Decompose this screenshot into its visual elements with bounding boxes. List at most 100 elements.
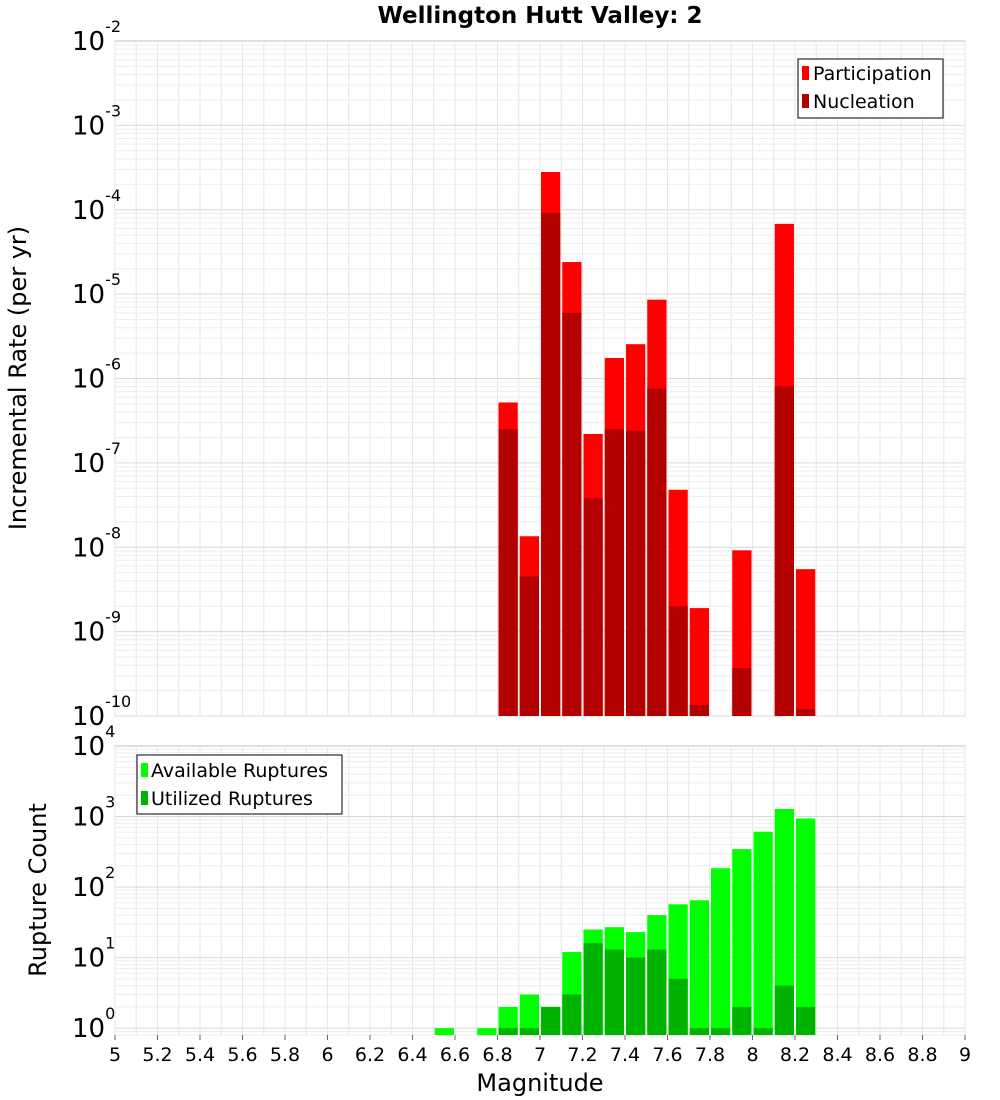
count-bar-utilized-ruptures xyxy=(774,985,794,1035)
magnitude-x-ticks: 5 5.2 5.4 5.6 5.8 6 6.2 6.4 6.6 6.8 7 7.2 7.4 7.6 7.8 8… xyxy=(109,1035,971,1066)
count-bar-available-ruptures xyxy=(498,1006,518,1035)
rate-bar-nucleation xyxy=(732,668,752,716)
rate-bar-participation xyxy=(796,569,816,716)
utilized-legend-label: Utilized Ruptures xyxy=(151,788,313,810)
count-bar-available-ruptures xyxy=(753,831,773,1035)
participation-legend-label: Participation xyxy=(813,63,932,85)
x-tick-label: 9 xyxy=(959,1044,971,1066)
x-tick-label: 5 xyxy=(109,1044,121,1066)
x-tick-label: 6.2 xyxy=(355,1044,385,1066)
rate-bar-nucleation xyxy=(583,498,603,716)
rate-y-tick-label: 10-8 xyxy=(72,523,121,563)
count-legend-box xyxy=(136,754,343,815)
rate-bar-nucleation xyxy=(519,576,539,716)
rate-bar-nucleation xyxy=(541,212,561,716)
rate-y-tick-exponent: -4 xyxy=(105,186,121,205)
x-tick-label: 5.8 xyxy=(270,1044,300,1066)
chart-title: Wellington Hutt Valley: 2 xyxy=(377,3,702,29)
x-tick-label: 6.6 xyxy=(440,1044,470,1066)
rate-y-tick-label: 10-2 xyxy=(72,17,121,57)
x-tick-label: 6.4 xyxy=(397,1044,427,1066)
count-bar-available-ruptures xyxy=(689,900,709,1035)
rate-y-tick-exponent: -6 xyxy=(105,355,121,374)
count-y-tick-label: 102 xyxy=(72,863,115,903)
nucleation-legend-label: Nucleation xyxy=(813,91,915,113)
count-bar-utilized-ruptures xyxy=(647,949,667,1035)
rate-grid xyxy=(114,41,966,717)
rate-y-axis-label: Incremental Rate (per yr) xyxy=(4,226,32,530)
rate-y-tick-exponent: -8 xyxy=(105,523,121,542)
count-y-axis-label: Rupture Count xyxy=(24,803,52,977)
count-bar-utilized-ruptures xyxy=(668,978,688,1035)
count-y-tick-exponent: 3 xyxy=(105,793,115,812)
rate-y-tick-label: 10-7 xyxy=(72,439,121,479)
rate-y-tick-label: 10-3 xyxy=(72,101,121,141)
rate-bars xyxy=(498,172,816,716)
count-bar-utilized-ruptures xyxy=(711,1028,731,1035)
x-tick-label: 7.2 xyxy=(567,1044,597,1066)
count-y-tick-label: 103 xyxy=(72,793,115,833)
rate-y-tick-label: 10-9 xyxy=(72,608,121,648)
count-bar-available-ruptures xyxy=(519,994,539,1035)
count-bar-available-ruptures xyxy=(796,818,816,1035)
count-bars xyxy=(434,808,816,1035)
rate-y-tick-exponent: -3 xyxy=(105,101,121,120)
count-y-tick-exponent: 4 xyxy=(105,722,115,741)
count-bar-utilized-ruptures xyxy=(626,957,646,1035)
participation-legend-swatch xyxy=(802,66,809,80)
available-legend-swatch xyxy=(141,763,148,777)
count-bar-available-ruptures xyxy=(711,868,731,1035)
count-bar-utilized-ruptures xyxy=(519,1028,539,1035)
rate-y-tick-exponent: -7 xyxy=(105,439,121,458)
x-axis-label: Magnitude xyxy=(476,1069,603,1097)
x-tick-label: 8.8 xyxy=(907,1044,937,1066)
x-tick-label: 5.4 xyxy=(185,1044,215,1066)
rate-y-tick-exponent: -10 xyxy=(105,692,131,711)
x-tick-label: 6 xyxy=(321,1044,333,1066)
x-tick-label: 8.2 xyxy=(780,1044,810,1066)
count-legend: Available Ruptures Utilized Ruptures xyxy=(136,754,343,815)
rate-y-tick-label: 10-6 xyxy=(72,355,121,395)
x-tick-label: 8 xyxy=(746,1044,758,1066)
count-bar-utilized-ruptures xyxy=(498,1028,518,1035)
rate-bar-nucleation xyxy=(689,705,709,716)
rate-y-tick-exponent: -5 xyxy=(105,270,121,289)
rate-legend-box xyxy=(797,58,944,119)
count-bar-available-ruptures xyxy=(434,1028,454,1035)
count-bar-available-ruptures xyxy=(774,808,794,1035)
nucleation-legend-swatch xyxy=(802,94,809,108)
rate-bar-nucleation xyxy=(647,388,667,716)
x-tick-label: 8.4 xyxy=(822,1044,852,1066)
count-bar-utilized-ruptures xyxy=(562,994,582,1035)
rate-bar-nucleation xyxy=(498,429,518,716)
rate-y-tick-label: 10-4 xyxy=(72,186,121,226)
x-tick-label: 7.6 xyxy=(652,1044,682,1066)
rate-bar-nucleation xyxy=(774,386,794,716)
count-bar-utilized-ruptures xyxy=(689,1028,709,1035)
rate-bar-participation xyxy=(689,608,709,716)
count-y-ticks: 100 101 102 103 1 0 4 xyxy=(72,722,115,1044)
x-tick-label: 7 xyxy=(534,1044,546,1066)
rate-bar-nucleation xyxy=(626,430,646,716)
x-tick-label: 5.2 xyxy=(142,1044,172,1066)
count-y-tick-exponent: 1 xyxy=(105,934,115,953)
count-bar-utilized-ruptures xyxy=(604,949,624,1035)
rate-bar-nucleation xyxy=(796,709,816,716)
count-plot: 100 101 102 103 1 0 4 5 5.2 5.4 5.6 5.8 6 6.2 6.4 6.6 6… xyxy=(24,722,971,1097)
count-bar-utilized-ruptures xyxy=(541,1006,561,1035)
rate-bar-nucleation xyxy=(604,429,624,716)
count-y-tick-label: 100 xyxy=(72,1004,115,1044)
count-y-tick-label: 101 xyxy=(72,934,115,974)
rate-y-tick-exponent: -9 xyxy=(105,608,121,627)
rate-bar-nucleation xyxy=(668,606,688,716)
count-bar-available-ruptures xyxy=(477,1028,497,1035)
x-tick-label: 7.8 xyxy=(695,1044,725,1066)
rate-legend: Participation Nucleation xyxy=(797,58,944,119)
x-tick-label: 7.4 xyxy=(610,1044,640,1066)
rate-y-tick-label: 10-5 xyxy=(72,270,121,310)
count-bar-utilized-ruptures xyxy=(732,1006,752,1035)
available-legend-label: Available Ruptures xyxy=(151,760,328,782)
x-tick-label: 8.6 xyxy=(865,1044,895,1066)
x-tick-label: 6.8 xyxy=(482,1044,512,1066)
